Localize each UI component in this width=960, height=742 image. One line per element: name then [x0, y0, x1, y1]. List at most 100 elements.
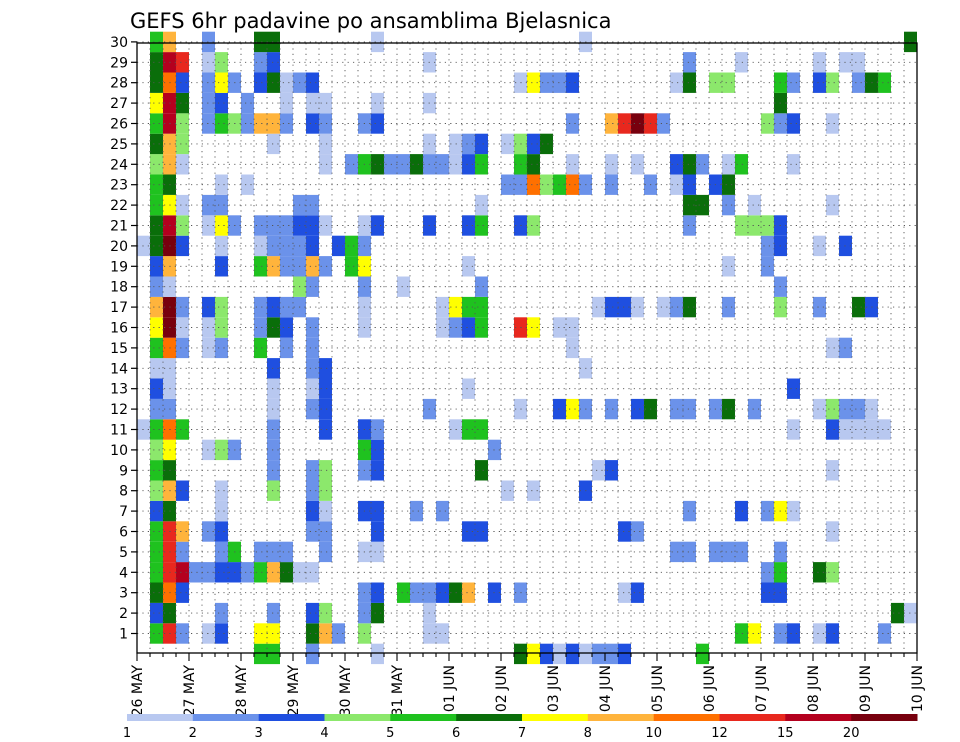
heatmap-cell	[306, 276, 319, 297]
heatmap-cell	[319, 378, 332, 399]
heatmap-cell	[527, 317, 540, 338]
legend-label: 12	[711, 726, 728, 741]
heatmap-cell	[254, 235, 267, 257]
heatmap-cell	[813, 72, 826, 93]
heatmap-cell	[319, 602, 332, 624]
heatmap-cell	[605, 460, 618, 481]
heatmap-cell	[696, 154, 709, 175]
y-tick-label: 16	[110, 321, 128, 337]
heatmap-cell	[306, 317, 319, 338]
heatmap-cell	[722, 154, 735, 175]
heatmap-cell	[254, 562, 267, 583]
heatmap-cell	[735, 154, 748, 175]
heatmap-cell	[761, 582, 774, 603]
heatmap-cell	[150, 500, 163, 522]
heatmap-cell	[267, 460, 280, 481]
heatmap-cell	[475, 133, 488, 155]
heatmap-cell	[826, 398, 839, 420]
heatmap-cell	[345, 256, 358, 277]
heatmap-cell	[345, 235, 358, 257]
heatmap-cell	[267, 235, 280, 257]
heatmap-cell	[826, 72, 839, 93]
heatmap-cell	[215, 623, 228, 644]
heatmap-cell	[657, 296, 670, 318]
x-tick-label: 02 JUN	[494, 665, 510, 712]
heatmap-cell	[150, 562, 163, 583]
heatmap-cell	[475, 194, 488, 216]
heatmap-cell	[176, 337, 189, 359]
heatmap-cell	[280, 113, 293, 134]
heatmap-cell	[202, 317, 215, 338]
heatmap-cell	[176, 113, 189, 134]
heatmap-cell	[202, 52, 215, 73]
heatmap-cell	[826, 194, 839, 216]
heatmap-cell	[891, 602, 904, 624]
heatmap-cell	[150, 602, 163, 624]
heatmap-cell	[631, 582, 644, 603]
legend-label: 15	[777, 726, 794, 741]
heatmap-cell	[566, 398, 579, 420]
heatmap-cell	[475, 154, 488, 175]
heatmap-cell	[553, 643, 566, 665]
heatmap-cell	[475, 296, 488, 318]
heatmap-cell	[852, 419, 865, 440]
y-tick-label: 8	[119, 484, 128, 500]
heatmap-cell	[566, 154, 579, 175]
heatmap-cell	[215, 256, 228, 277]
heatmap-cell	[306, 398, 319, 420]
heatmap-cell	[267, 72, 280, 93]
x-tick-label: 04 JUN	[598, 665, 614, 712]
heatmap-cell	[150, 31, 163, 53]
heatmap-cell	[748, 194, 761, 216]
heatmap-cell	[267, 133, 280, 155]
x-tick-label: 10 JUN	[910, 665, 926, 712]
y-axis: 1234567891011121314151617181920212223242…	[110, 35, 137, 643]
heatmap-cell	[410, 500, 423, 522]
legend-label: 2	[189, 726, 197, 741]
heatmap-cell	[176, 582, 189, 603]
heatmap-cell	[280, 92, 293, 114]
heatmap-cell	[202, 113, 215, 134]
heatmap-cell	[215, 113, 228, 134]
heatmap-cell	[267, 378, 280, 399]
heatmap-cell	[319, 358, 332, 379]
y-tick-label: 30	[110, 35, 128, 51]
heatmap-cell	[605, 296, 618, 318]
heatmap-cell	[215, 562, 228, 583]
heatmap-cell	[553, 72, 566, 93]
x-tick-label: 07 JUN	[754, 665, 770, 712]
x-tick-label: 03 JUN	[546, 665, 562, 712]
heatmap-cell	[397, 276, 410, 297]
heatmap-cell	[436, 500, 449, 522]
heatmap-cell	[267, 317, 280, 338]
heatmap-cell	[176, 480, 189, 501]
heatmap-cell	[280, 235, 293, 257]
heatmap-cell	[670, 154, 683, 175]
y-tick-label: 5	[119, 545, 128, 561]
x-tick-label: 01 JUN	[442, 665, 458, 712]
heatmap-cell	[722, 398, 735, 420]
heatmap-cell	[202, 215, 215, 236]
legend-swatch	[587, 714, 655, 721]
heatmap-cell	[462, 317, 475, 338]
x-tick-label: 29 MAY	[286, 665, 302, 717]
heatmap-cell	[813, 235, 826, 257]
heatmap-cell	[215, 296, 228, 318]
heatmap-cell	[371, 439, 384, 461]
heatmap-cell	[475, 276, 488, 297]
heatmap-cell	[449, 133, 462, 155]
heatmap-cell	[280, 72, 293, 93]
heatmap-cell	[280, 215, 293, 236]
heatmap-cell	[761, 215, 774, 236]
heatmap-cell	[306, 215, 319, 236]
heatmap-cell	[176, 235, 189, 257]
heatmap-cell	[722, 174, 735, 195]
heatmap-cell	[527, 215, 540, 236]
heatmap-cell	[267, 643, 280, 665]
legend-swatch	[127, 714, 194, 721]
heatmap-cell	[787, 154, 800, 175]
y-tick-label: 17	[110, 300, 128, 316]
heatmap-cell	[813, 562, 826, 583]
heatmap-cell	[566, 113, 579, 134]
heatmap-cell	[215, 500, 228, 522]
